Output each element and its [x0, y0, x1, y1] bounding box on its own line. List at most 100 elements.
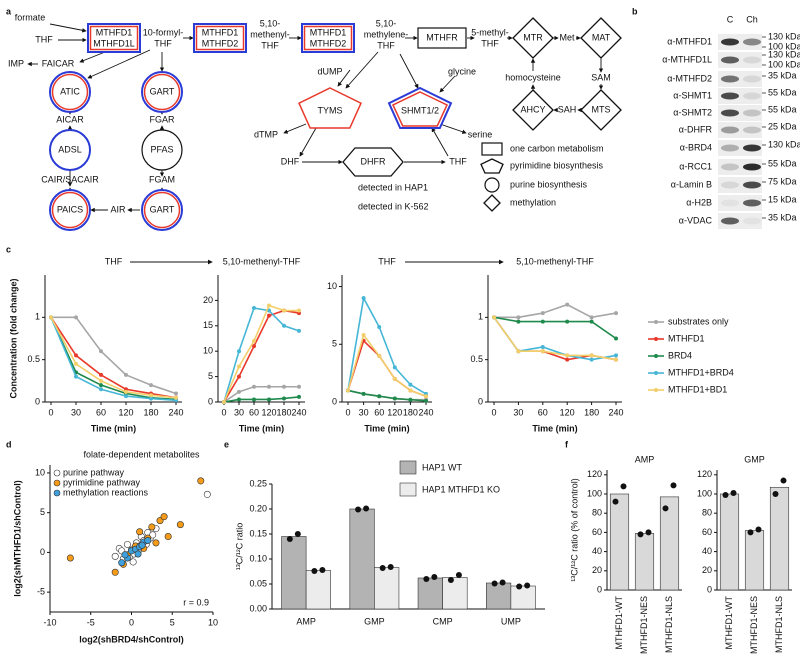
marker-label: 130 kDa [768, 31, 800, 41]
y-tick-label: 0.25 [249, 478, 267, 488]
series-line [50, 316, 177, 399]
legend-label: methylation reactions [63, 487, 149, 497]
y-tick-label: 80 [702, 508, 712, 518]
x-tick-label: 180 [403, 407, 418, 417]
metabolite-label: AICAR [56, 114, 84, 124]
data-point [408, 397, 413, 402]
marker-label: 15 kDa [768, 194, 797, 204]
replicate-point [311, 568, 318, 574]
legend-swatch-dot [654, 371, 658, 375]
data-point [297, 328, 301, 333]
legend-label: MTHFD1+BRD4 [668, 367, 734, 377]
data-point [49, 315, 53, 320]
enzyme-diamond [580, 17, 622, 59]
data-point [267, 384, 271, 389]
x-axis-label: Time (min) [91, 423, 136, 433]
blot-band [721, 199, 739, 207]
metabolite-label: FAICAR [42, 58, 75, 68]
data-point [297, 384, 301, 389]
antibody-label: α-MTHFD1L [662, 54, 712, 64]
data-point [136, 528, 144, 536]
enzyme-hexagon [342, 147, 404, 177]
bar [281, 536, 307, 610]
y-tick-label: 0 [208, 396, 213, 406]
replicate-point [637, 531, 644, 538]
antibody-label: α-DHFR [679, 124, 713, 134]
data-point [149, 531, 157, 539]
replicate-point [286, 536, 293, 542]
replicate-point [499, 579, 506, 586]
metabolite-label: serine [468, 129, 493, 139]
y-axis-label: ¹³C/¹²C ratio (% of control) [569, 478, 579, 582]
series-line [223, 385, 299, 403]
data-point [361, 391, 366, 396]
lane-header: Ch [746, 14, 758, 24]
replicate-point [612, 498, 619, 505]
antibody-label: α-SHMT1 [673, 90, 712, 100]
bar [417, 577, 443, 610]
y-tick-label: 0 [707, 584, 712, 594]
data-point [66, 554, 74, 562]
data-point [129, 558, 137, 566]
data-point [237, 349, 241, 354]
chart-title: THF [105, 256, 123, 266]
bar [769, 486, 790, 591]
metabolite-label: Met [559, 32, 575, 42]
x-tick-label: 60 [96, 407, 106, 417]
x-tick-label: 5 [170, 617, 175, 627]
blot-band [721, 56, 739, 64]
data-point [203, 490, 211, 498]
replicate-point [319, 567, 326, 573]
x-axis-label: Time (min) [239, 423, 284, 433]
antibody-label: α-RCC1 [679, 161, 712, 171]
blot-strip [718, 140, 762, 156]
data-point [160, 513, 168, 521]
enzyme-label: MTS [592, 104, 611, 114]
data-point [297, 394, 301, 399]
data-point [237, 374, 241, 379]
enzyme-label: MTHFD1 [310, 27, 347, 37]
metabolite-label: THF [481, 38, 499, 48]
series-line [223, 396, 300, 403]
y-axis-label: ¹³C/¹²C ratio [234, 523, 244, 571]
y-tick-label: 0 [597, 584, 602, 594]
data-point [123, 540, 131, 548]
replicate-point [755, 526, 762, 533]
enzyme-box [417, 27, 467, 49]
metabolite-label: 5,10- [260, 18, 281, 28]
legend-swatch [53, 489, 61, 497]
data-point [124, 394, 128, 399]
data-point [361, 296, 366, 301]
data-point [74, 361, 78, 366]
y-tick-label: 5 [40, 507, 45, 517]
blot-band [743, 126, 761, 134]
panel-label: c [6, 244, 11, 254]
blot-band [743, 163, 761, 171]
replicate-point [294, 531, 301, 537]
x-tick-label: 0 [221, 407, 226, 417]
bar [719, 493, 740, 591]
data-point [174, 391, 178, 396]
arrow [431, 127, 449, 157]
metabolite-label: THF [449, 156, 467, 166]
metabolite-label: FGAR [149, 114, 175, 124]
data-point [111, 568, 119, 576]
y-tick-label: 0.5 [27, 354, 40, 364]
enzyme-circle [49, 129, 91, 171]
legend-swatch [399, 482, 417, 497]
data-point [424, 398, 428, 403]
blot-strip [718, 213, 762, 229]
data-point [176, 521, 184, 529]
data-point [392, 396, 397, 401]
x-tick-label: 30 [513, 407, 523, 417]
metabolite-label: methylene- [364, 29, 409, 39]
y-tick-label: 5 [208, 371, 213, 381]
data-point [164, 533, 172, 541]
data-point [74, 353, 78, 358]
metabolite-label: DHF [281, 156, 300, 166]
data-point [377, 324, 382, 329]
data-point [282, 308, 286, 313]
y-tick-label: 10 [35, 467, 45, 477]
x-tick-label: GMP [364, 616, 385, 626]
annotation: r = 0.9 [183, 597, 209, 607]
